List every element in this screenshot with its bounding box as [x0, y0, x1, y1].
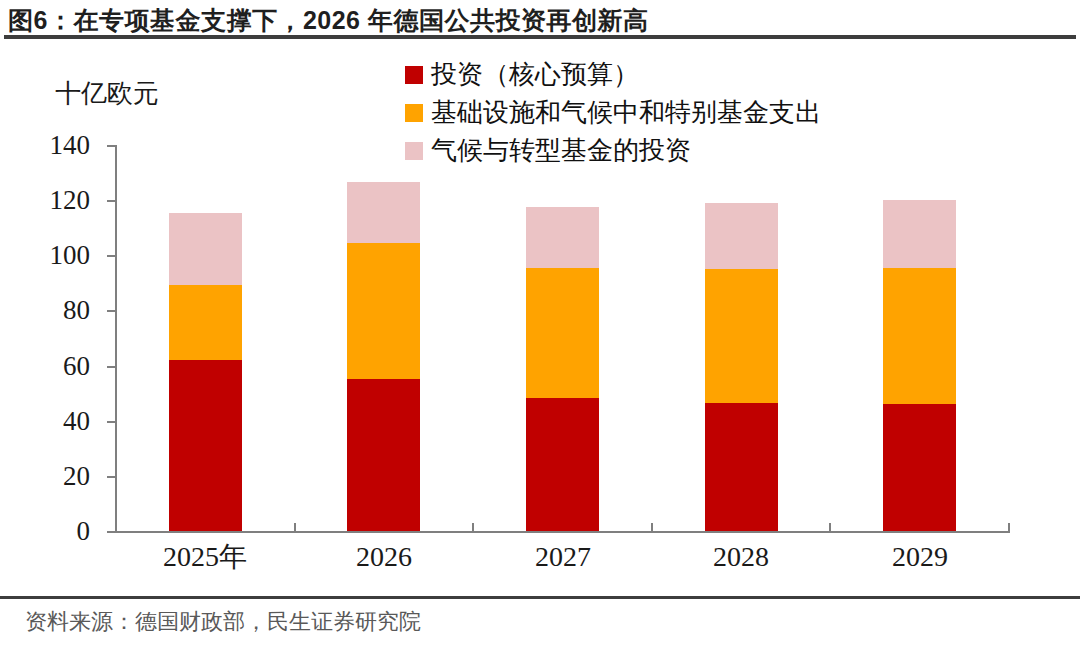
y-axis-tick-label: 20: [20, 463, 90, 490]
bar-segment-core-budget: [347, 379, 420, 531]
figure-panel: 图6：在专项基金支撑下，2026 年德国公共投资再创新高 十亿欧元 投资（核心预…: [0, 0, 1080, 645]
y-axis-tick: [107, 531, 116, 533]
legend-item: 基础设施和气候中和特别基金支出: [405, 94, 821, 132]
y-axis-tick: [107, 310, 116, 312]
x-axis-category-label: 2029: [830, 543, 1010, 571]
x-axis-category-label: 2026: [294, 543, 474, 571]
y-axis-tick-label: 120: [20, 187, 90, 214]
bar-segment-core-budget: [705, 403, 778, 531]
legend-label: 气候与转型基金的投资: [431, 138, 691, 164]
legend-item: 投资（核心预算）: [405, 56, 821, 94]
y-axis-tick-label: 140: [20, 132, 90, 159]
bar-segment-climate-fund: [169, 213, 242, 285]
x-axis-category-label: 2025年: [115, 543, 295, 571]
bar-segment-infrastructure-fund: [526, 268, 599, 398]
bar-segment-climate-fund: [347, 182, 420, 243]
x-axis-line: [115, 531, 1010, 533]
chart-legend: 投资（核心预算） 基础设施和气候中和特别基金支出气候与转型基金的投资: [405, 56, 821, 170]
y-axis-tick: [107, 200, 116, 202]
y-axis-tick: [107, 421, 116, 423]
y-axis-tick-label: 100: [20, 242, 90, 269]
x-axis-tick: [1008, 523, 1010, 531]
legend-swatch-icon: [405, 142, 423, 160]
page-title: 图6：在专项基金支撑下，2026 年德国公共投资再创新高: [8, 4, 1068, 37]
y-axis-tick: [107, 476, 116, 478]
x-axis-tick: [472, 523, 474, 531]
x-axis-tick: [294, 523, 296, 531]
x-axis-tick: [829, 523, 831, 531]
legend-swatch-icon: [405, 66, 423, 84]
bar-segment-climate-fund: [705, 203, 778, 269]
y-axis-tick-label: 80: [20, 297, 90, 324]
data-source-note: 资料来源：德国财政部，民生证券研究院: [25, 607, 421, 637]
y-axis-tick-label: 40: [20, 408, 90, 435]
x-axis-category-label: 2028: [651, 543, 831, 571]
y-axis-line: [115, 145, 117, 533]
bar-segment-core-budget: [526, 397, 599, 531]
legend-label: 基础设施和气候中和特别基金支出: [431, 100, 821, 126]
bar-segment-infrastructure-fund: [347, 243, 420, 379]
x-axis-category-label: 2027: [473, 543, 653, 571]
y-axis-unit-label: 十亿欧元: [55, 76, 159, 111]
title-underline: [4, 35, 1076, 39]
y-axis-tick: [107, 145, 116, 147]
bar-segment-core-budget: [883, 404, 956, 531]
bar-segment-core-budget: [169, 360, 242, 531]
y-axis-tick: [107, 366, 116, 368]
footer-divider: [0, 596, 1080, 599]
y-axis-tick: [107, 255, 116, 257]
legend-label: 投资（核心预算）: [431, 62, 639, 88]
bar-segment-infrastructure-fund: [169, 284, 242, 360]
legend-swatch-icon: [405, 104, 423, 122]
legend-item: 气候与转型基金的投资: [405, 132, 821, 170]
bar-segment-infrastructure-fund: [883, 268, 956, 404]
y-axis-tick-label: 0: [20, 518, 90, 545]
bar-segment-infrastructure-fund: [705, 269, 778, 403]
x-axis-tick: [651, 523, 653, 531]
y-axis-tick-label: 60: [20, 353, 90, 380]
bar-segment-climate-fund: [526, 207, 599, 268]
bar-segment-climate-fund: [883, 200, 956, 268]
